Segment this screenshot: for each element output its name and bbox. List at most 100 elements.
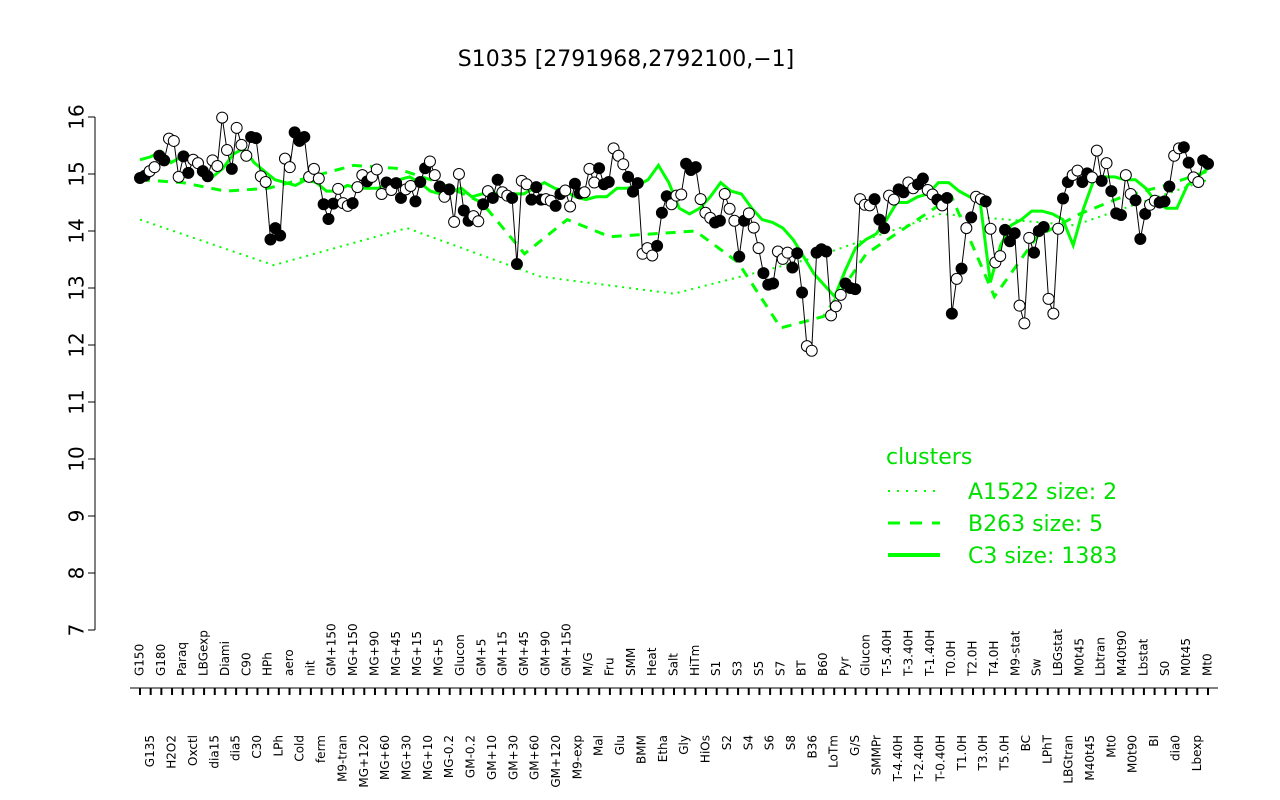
cluster-line-a1522 [139, 178, 1209, 295]
data-point [733, 250, 746, 263]
data-point [767, 277, 780, 290]
legend-entry-label: A1522 size: 2 [968, 480, 1117, 505]
data-point [820, 245, 833, 258]
x-tick-label: HiTm [688, 645, 702, 676]
y-tick-label: 12 [65, 332, 89, 357]
x-tick-label: G150 [133, 644, 147, 676]
x-tick-label: T-5.40H [880, 630, 894, 677]
data-point [220, 144, 233, 157]
x-tick-label: dia5 [229, 735, 243, 761]
data-point [370, 163, 383, 176]
data-point [530, 181, 543, 194]
x-tick-label: Gly [677, 735, 691, 755]
x-tick-label: B60 [816, 652, 830, 676]
data-point [182, 166, 195, 179]
x-tick-label: S4 [741, 735, 755, 750]
x-tick-label: ferm [314, 735, 328, 763]
data-point [510, 258, 523, 271]
data-point [1023, 231, 1036, 244]
x-tick-label: M0t90 [1126, 735, 1140, 773]
x-tick-label: GM+150 [560, 623, 574, 676]
data-points [134, 111, 1214, 357]
x-tick-label: GM+150 [325, 623, 339, 676]
data-point [506, 191, 519, 204]
x-tick-label: HiOs [699, 735, 713, 763]
data-point [1139, 207, 1152, 220]
data-point [829, 300, 842, 313]
x-tick-label: Heat [645, 647, 659, 676]
x-tick-label: M0t45 [1072, 638, 1086, 676]
x-tick-label: S7 [773, 661, 787, 676]
data-point [1028, 246, 1041, 259]
x-tick-label: BC [1019, 735, 1033, 751]
legend-title: clusters [886, 445, 972, 470]
data-point [225, 162, 238, 175]
x-tick-label: LPh [271, 735, 285, 757]
x-tick-label: C90 [239, 652, 253, 676]
x-tick-label: Mt0 [1201, 653, 1215, 676]
y-tick-label: 8 [65, 567, 89, 580]
x-tick-label: M9-exp [570, 735, 584, 779]
x-tick-label: G135 [143, 735, 157, 767]
data-point [955, 262, 968, 275]
x-tick-label: GM+45 [517, 631, 531, 676]
x-tick-label: MG+5 [432, 639, 446, 676]
data-point [230, 121, 243, 134]
x-tick-label: T-1.40H [923, 630, 937, 677]
data-point [491, 173, 504, 186]
x-tick-label: M40t90 [1115, 630, 1129, 676]
y-tick-label: 14 [65, 218, 89, 243]
data-point [564, 200, 577, 213]
x-tick-label: MG+45 [389, 631, 403, 676]
x-tick-label: GM+120 [549, 735, 563, 788]
data-point [240, 149, 253, 162]
data-point [742, 207, 755, 220]
x-tick-label: MG+150 [346, 623, 360, 676]
x-tick-label: S8 [784, 735, 798, 750]
data-point [887, 193, 900, 206]
x-tick-label: MG+60 [378, 735, 392, 780]
data-point [868, 193, 881, 206]
data-point [578, 186, 591, 199]
data-point [1202, 157, 1214, 170]
x-tick-label: LPhT [1040, 734, 1054, 764]
data-point [259, 175, 272, 188]
data-point [713, 214, 726, 227]
x-tick-label: LBGstat [1051, 629, 1065, 676]
data-point [1057, 192, 1070, 205]
cluster-line-c3 [139, 146, 1209, 300]
x-tick-label: Oxctl [186, 735, 200, 766]
data-point [752, 242, 765, 255]
data-point [747, 221, 760, 234]
x-tick-label: T-4.40H [891, 735, 905, 782]
data-point [834, 288, 847, 301]
data-point [1095, 174, 1108, 187]
y-tick-label: 11 [65, 389, 89, 414]
x-tick-label: M9-stat [1008, 630, 1022, 676]
x-tick-label: Fru [602, 657, 616, 676]
data-point [1052, 222, 1065, 235]
data-point [1037, 221, 1050, 234]
data-point [718, 187, 731, 200]
x-tick-label: GM+5 [474, 639, 488, 676]
x-tick-label: C30 [250, 735, 264, 759]
x-tick-label: GM+15 [496, 631, 510, 676]
data-point [1177, 141, 1190, 154]
legend-entry-label: C3 size: 1383 [968, 544, 1117, 569]
x-tick-label: Salt [667, 653, 681, 676]
x-tick-label: GM+90 [538, 631, 552, 676]
x-tick-label: MG-0.2 [442, 735, 456, 778]
x-tick-label: Lbstat [1136, 638, 1150, 676]
data-point [332, 182, 345, 195]
legend-entry-label: B263 size: 5 [968, 512, 1103, 537]
x-tick-label: Paraq [175, 642, 189, 676]
data-point [1158, 195, 1171, 208]
x-tick-label: Lbexp [1190, 735, 1204, 771]
x-tick-label: B36 [805, 735, 819, 759]
x-tick-label: T3.0H [976, 735, 990, 771]
x-tick-label: G/S [848, 735, 862, 756]
x-tick-label: MG+90 [367, 631, 381, 676]
data-point [274, 229, 287, 242]
data-point [655, 206, 668, 219]
